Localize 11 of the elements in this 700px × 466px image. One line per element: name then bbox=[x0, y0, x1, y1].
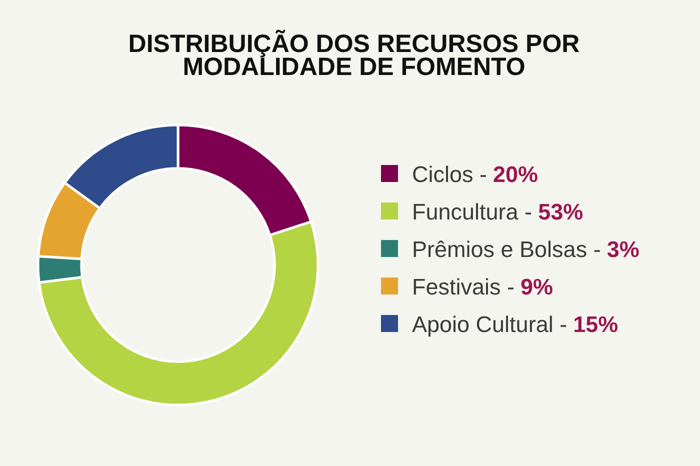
chart-title: DISTRIBUIÇÃO DOS RECURSOS POR MODALIDADE DE FOMENTO bbox=[128, 29, 580, 81]
data-label: 20% bbox=[493, 162, 538, 187]
data-label: 15% bbox=[573, 312, 618, 337]
data-label: 3% bbox=[606, 236, 640, 262]
legend-label: Funcultura - bbox=[412, 199, 532, 224]
legend-label: Apoio Cultural - bbox=[412, 312, 568, 337]
legend-label: Ciclos - bbox=[412, 162, 488, 187]
data-label: 53% bbox=[538, 199, 584, 224]
legend-label: Festivais - bbox=[412, 274, 515, 300]
data-label: 9% bbox=[520, 274, 554, 300]
legend-label: Prêmios e Bolsas - bbox=[412, 236, 601, 262]
